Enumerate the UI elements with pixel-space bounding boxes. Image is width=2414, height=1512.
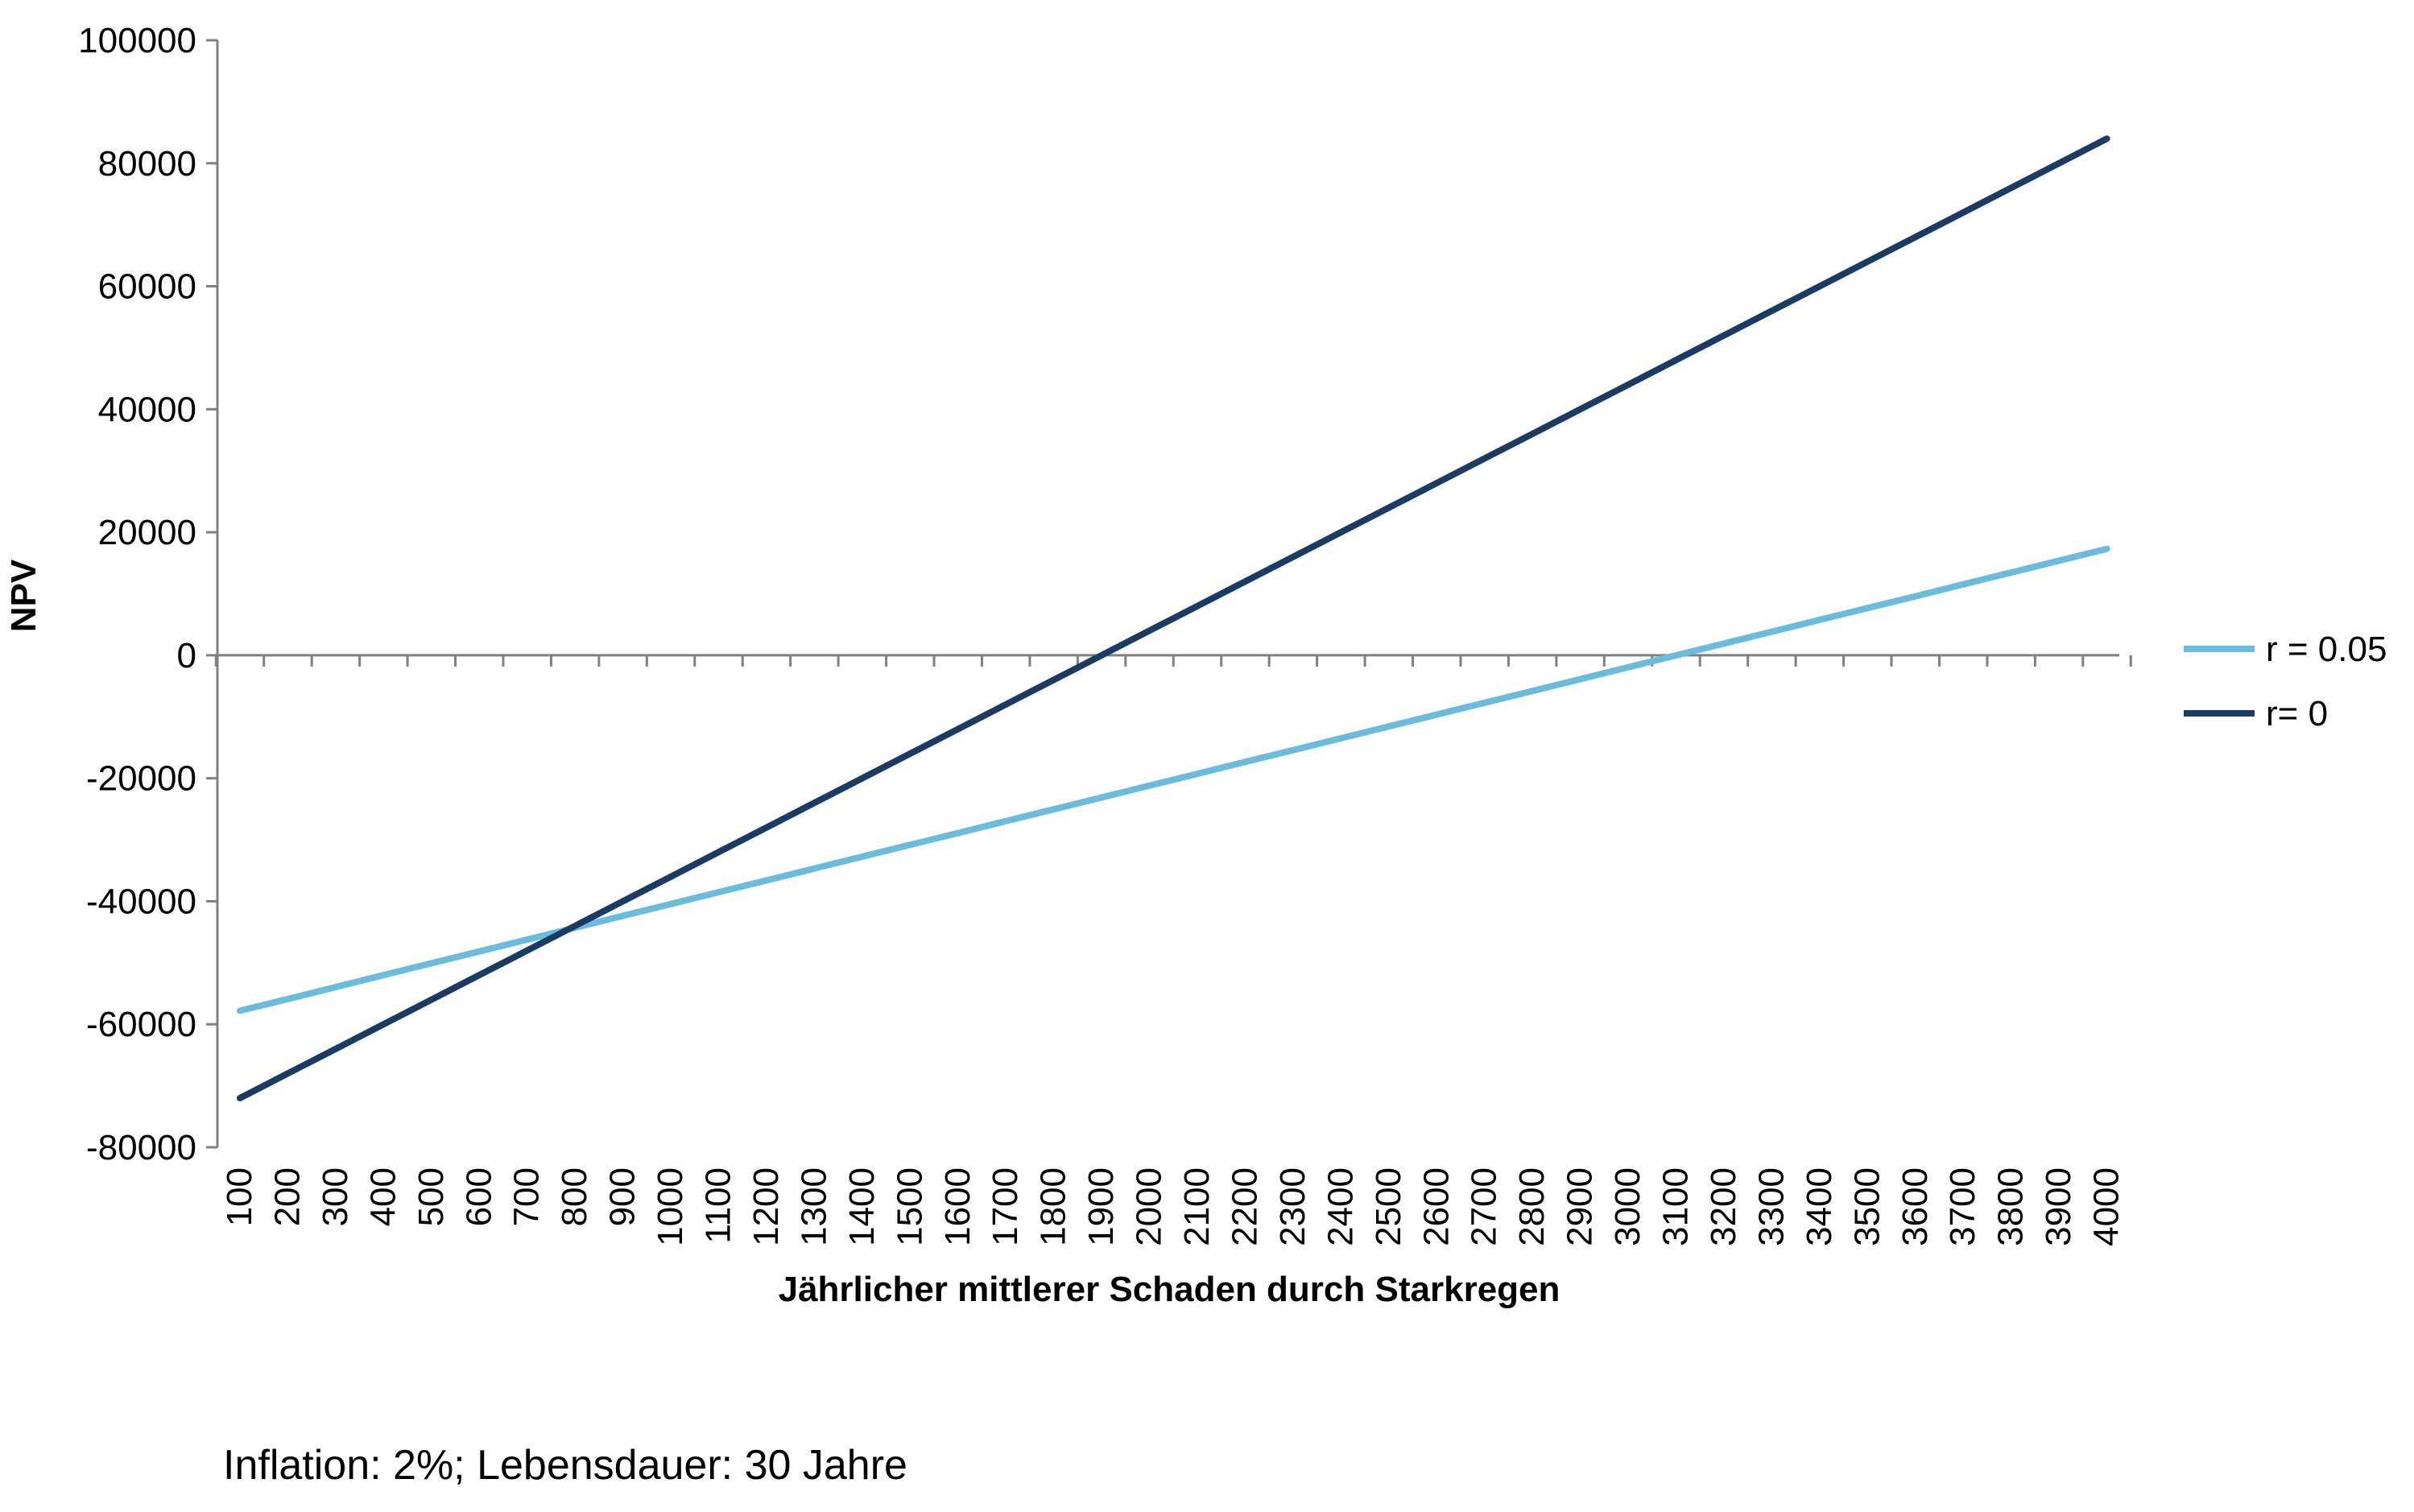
y-tick-label: 0 — [177, 636, 196, 675]
x-tick-label: 2200 — [1225, 1167, 1264, 1246]
x-tick-label: 3600 — [1895, 1167, 1935, 1246]
x-tick-label: 1300 — [794, 1167, 833, 1246]
x-tick-label: 3700 — [1943, 1167, 1982, 1246]
x-tick-label: 2900 — [1560, 1167, 1600, 1246]
y-tick-label: 100000 — [78, 21, 196, 60]
x-tick-label: 200 — [267, 1167, 307, 1226]
x-tick-label: 600 — [459, 1167, 498, 1226]
footnote: Inflation: 2%; Lebensdauer: 30 Jahre — [223, 1442, 907, 1489]
x-tick-label: 4000 — [2087, 1167, 2127, 1246]
x-tick-label: 2400 — [1321, 1167, 1360, 1246]
y-axis: 100000 80000 60000 40000 20000 0 -20000 -40000 -… — [78, 21, 219, 1167]
x-tick-label: 1700 — [986, 1167, 1025, 1246]
x-tick-label: 3500 — [1847, 1167, 1887, 1246]
x-tick-label: 2100 — [1177, 1167, 1217, 1246]
x-tick-label: 2000 — [1130, 1167, 1169, 1246]
y-tick-label: 80000 — [98, 144, 196, 184]
x-tick-label: 700 — [507, 1167, 547, 1226]
y-tick-label: 40000 — [98, 390, 196, 429]
x-axis-title: Jährlicher mittlerer Schaden durch Stark… — [779, 1270, 1560, 1309]
y-tick-label: -60000 — [86, 1005, 196, 1044]
x-tick-label: 1400 — [842, 1167, 882, 1246]
x-tick-label: 2300 — [1273, 1167, 1312, 1246]
y-axis-title: NPV — [4, 559, 43, 632]
x-tick-label: 1200 — [746, 1167, 786, 1246]
x-tick-label: 1800 — [1034, 1167, 1073, 1246]
x-axis: 100 200 300 400 500 600 700 800 900 1000 1100 1200 1… — [214, 654, 2132, 1246]
x-tick-label: 3300 — [1751, 1167, 1791, 1246]
x-tick-label: 1100 — [699, 1167, 738, 1244]
x-tick-label: 3200 — [1704, 1167, 1743, 1246]
x-tick-label: 300 — [316, 1167, 355, 1226]
series-lines — [237, 135, 2110, 1101]
y-tick-label: 60000 — [98, 267, 196, 307]
x-tick-label: 2800 — [1512, 1167, 1552, 1246]
x-tick-label: 2600 — [1416, 1167, 1456, 1246]
x-tick-label: 3400 — [1800, 1167, 1839, 1246]
legend-label: r = 0.05 — [2266, 630, 2387, 669]
x-tick-label: 800 — [555, 1167, 594, 1226]
x-tick-label: 1900 — [1081, 1167, 1121, 1246]
x-tick-label: 3900 — [2039, 1167, 2078, 1246]
x-tick-label: 1000 — [651, 1167, 690, 1246]
x-tick-label: 900 — [603, 1167, 643, 1226]
y-tick-label: -80000 — [86, 1128, 196, 1167]
legend-label: r= 0 — [2266, 694, 2328, 733]
y-tick-label: 20000 — [98, 513, 196, 552]
y-tick-label: -40000 — [86, 882, 196, 921]
x-tick-label: 2700 — [1465, 1167, 1504, 1246]
x-tick-label: 3100 — [1656, 1167, 1696, 1246]
legend: r = 0.05 r= 0 — [2184, 630, 2387, 733]
series-line — [237, 545, 2110, 1014]
x-tick-label: 3800 — [1991, 1167, 2031, 1246]
x-tick-label: 500 — [411, 1167, 451, 1226]
x-tick-label: 100 — [220, 1167, 259, 1226]
y-tick-label: -20000 — [86, 759, 196, 799]
x-tick-label: 1500 — [890, 1167, 929, 1246]
x-tick-label: 400 — [363, 1167, 403, 1226]
series-line — [237, 135, 2110, 1101]
x-tick-label: 2500 — [1369, 1167, 1408, 1246]
x-tick-label: 1600 — [938, 1167, 978, 1246]
x-tick-label: 3000 — [1608, 1167, 1647, 1246]
